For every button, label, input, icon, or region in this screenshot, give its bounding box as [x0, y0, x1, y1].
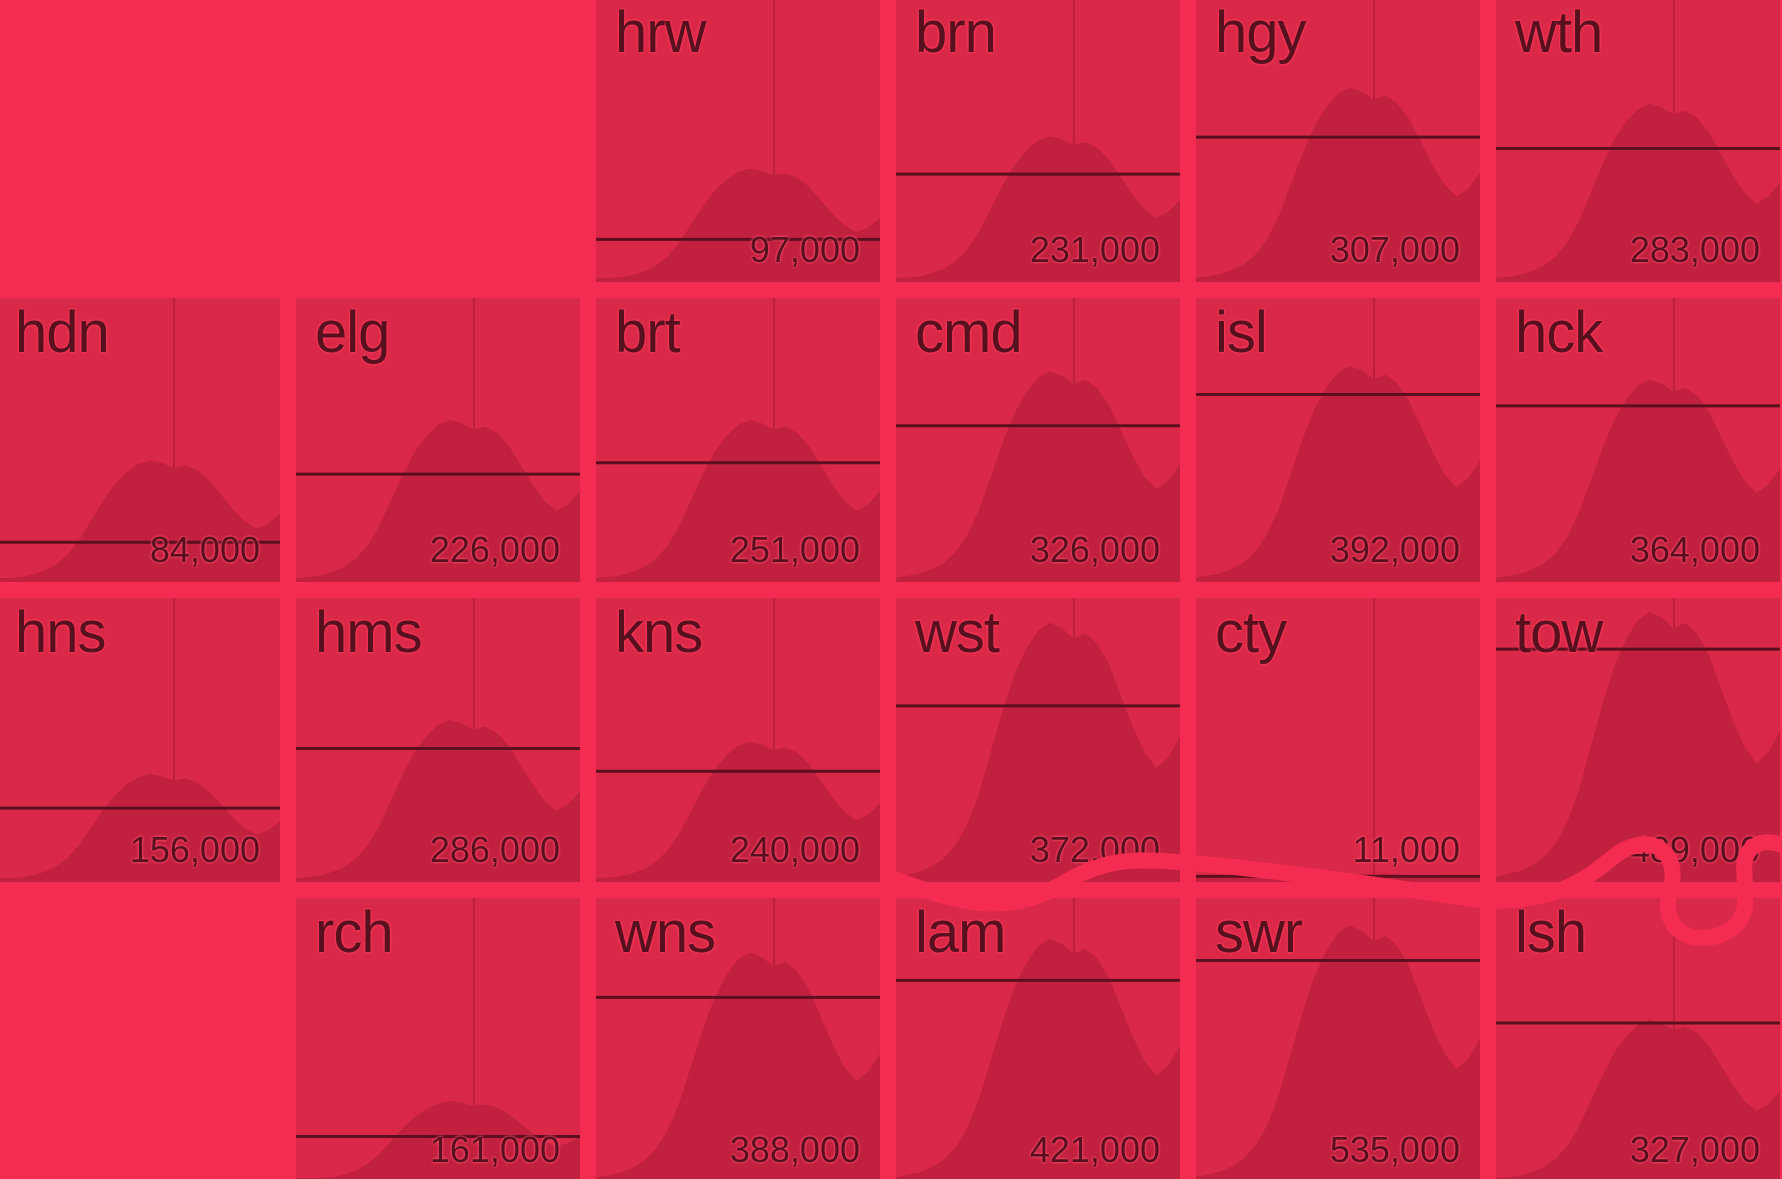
- tile-code: rch: [315, 900, 394, 965]
- sparkline-rch: [296, 898, 580, 1179]
- sparkline-hrw: [596, 0, 880, 282]
- tile-code: tow: [1515, 600, 1603, 665]
- tile-value: 251,000: [729, 529, 860, 570]
- area-series: [896, 622, 1180, 882]
- tile-hck: hck 364,000: [1496, 298, 1780, 582]
- tile-code: brn: [915, 0, 997, 65]
- tile-value: 388,000: [729, 1129, 860, 1170]
- tile-code: hck: [1515, 300, 1603, 365]
- area-series: [1196, 925, 1480, 1179]
- tile-code: isl: [1215, 300, 1268, 365]
- tile-value: 327,000: [1629, 1129, 1760, 1170]
- area-series: [1496, 612, 1780, 882]
- tile-value: 286,000: [429, 829, 560, 870]
- tile-value: 326,000: [1029, 529, 1160, 570]
- area-series: [896, 939, 1180, 1179]
- tile-brn: brn 231,000: [896, 0, 1180, 282]
- tile-isl: isl 392,000: [1196, 298, 1480, 582]
- tile-swr: swr 535,000: [1196, 898, 1480, 1179]
- sparkline-wth: [1496, 0, 1780, 282]
- tile-value: 535,000: [1329, 1129, 1460, 1170]
- tile-code: hrw: [615, 0, 706, 65]
- tile-code: brt: [615, 300, 681, 365]
- sparkline-hgy: [1196, 0, 1480, 282]
- area-series: [296, 1101, 580, 1179]
- area-series: [1196, 366, 1480, 582]
- tile-rch: rch 161,000: [296, 898, 580, 1179]
- sparkline-brn: [896, 0, 1180, 282]
- tile-value: 283,000: [1629, 229, 1760, 270]
- tile-cmd: cmd 326,000: [896, 298, 1180, 582]
- area-series: [296, 420, 580, 582]
- tile-code: wth: [1515, 0, 1603, 65]
- tile-code: lsh: [1515, 900, 1587, 965]
- sparkline-hns: [0, 598, 280, 882]
- tile-value: 11,000: [1352, 829, 1460, 870]
- tile-value: 240,000: [729, 829, 860, 870]
- tile-value: 161,000: [429, 1129, 560, 1170]
- tile-cty: cty 11,000: [1196, 598, 1480, 882]
- tile-wst: wst 372,000: [896, 598, 1180, 882]
- tile-code: hns: [15, 600, 107, 665]
- tile-tow: tow 489,000: [1496, 598, 1780, 882]
- area-series: [596, 420, 880, 582]
- tile-value: 364,000: [1629, 529, 1760, 570]
- area-series: [296, 720, 580, 882]
- tile-code: cty: [1215, 600, 1287, 665]
- tile-code: swr: [1215, 900, 1303, 965]
- area-series: [0, 460, 280, 582]
- tile-elg: elg 226,000: [296, 298, 580, 582]
- tile-value: 307,000: [1329, 229, 1460, 270]
- tile-code: cmd: [915, 300, 1023, 365]
- tile-lam: lam 421,000: [896, 898, 1180, 1179]
- tile-lsh: lsh 327,000: [1496, 898, 1780, 1179]
- sparkline-brt: [596, 298, 880, 582]
- tile-kns: kns 240,000: [596, 598, 880, 882]
- area-series: [896, 371, 1180, 582]
- tile-hms: hms 286,000: [296, 598, 580, 882]
- tile-code: lam: [915, 900, 1006, 965]
- tile-value: 231,000: [1029, 229, 1160, 270]
- tile-value: 156,000: [129, 829, 260, 870]
- tile-brt: brt 251,000: [596, 298, 880, 582]
- area-series: [1496, 1020, 1780, 1179]
- tile-code: hdn: [15, 300, 110, 365]
- tile-hrw: hrw 97,000: [596, 0, 880, 282]
- tile-value: 392,000: [1329, 529, 1460, 570]
- sparkline-cmd: [896, 298, 1180, 582]
- tile-value: 226,000: [429, 529, 560, 570]
- sparkline-hck: [1496, 298, 1780, 582]
- tile-hdn: hdn 84,000: [0, 298, 280, 582]
- tile-value: 421,000: [1029, 1129, 1160, 1170]
- tile-hgy: hgy 307,000: [1196, 0, 1480, 282]
- tile-code: wst: [915, 600, 1000, 665]
- sparkline-elg: [296, 298, 580, 582]
- tile-value: 84,000: [149, 529, 260, 570]
- tile-value: 97,000: [749, 229, 860, 270]
- tile-code: wns: [615, 900, 716, 965]
- sparkline-wns: [596, 898, 880, 1179]
- tile-wth: wth 283,000: [1496, 0, 1780, 282]
- area-series: [1496, 379, 1780, 582]
- sparkline-kns: [596, 598, 880, 882]
- area-series: [596, 952, 880, 1179]
- area-series: [0, 774, 280, 882]
- tile-code: elg: [315, 300, 390, 365]
- tile-hns: hns 156,000: [0, 598, 280, 882]
- tile-value: 372,000: [1029, 829, 1160, 870]
- sparkline-hdn: [0, 298, 280, 582]
- tile-wns: wns 388,000: [596, 898, 880, 1179]
- tile-code: kns: [615, 600, 703, 665]
- tile-code: hms: [315, 600, 423, 665]
- area-series: [596, 741, 880, 882]
- area-series: [596, 168, 880, 282]
- tile-code: hgy: [1215, 0, 1307, 65]
- sparkline-isl: [1196, 298, 1480, 582]
- sparkline-hms: [296, 598, 580, 882]
- tile-value: 489,000: [1629, 829, 1760, 870]
